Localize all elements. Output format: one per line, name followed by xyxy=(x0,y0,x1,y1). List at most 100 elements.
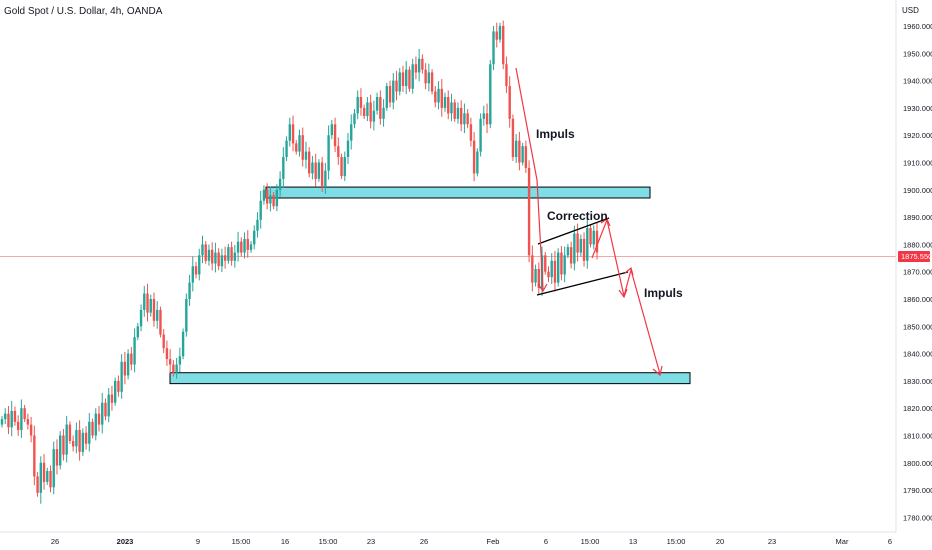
candle-body xyxy=(207,249,211,261)
candle-body xyxy=(472,140,476,174)
candle-body xyxy=(356,96,359,114)
candle-body xyxy=(485,113,489,125)
candle-body xyxy=(524,146,528,168)
candle-body xyxy=(259,200,262,220)
time-axis[interactable]: 26 2023 9 15:00 16 15:00 23 26 Feb 6 15:00 13 15:00 2… xyxy=(51,537,892,546)
time-tick-label: 15:00 xyxy=(319,537,338,546)
chart-title: Gold Spot / U.S. Dollar, 4h, OANDA xyxy=(4,6,163,17)
candle-body xyxy=(337,146,340,158)
candle-body xyxy=(502,26,505,65)
candle-body xyxy=(185,299,188,332)
support-zone[interactable] xyxy=(169,372,691,385)
candle-body xyxy=(327,135,330,171)
candle-body xyxy=(514,140,518,158)
price-tick-label: 1850.000 xyxy=(903,322,932,331)
candle-body xyxy=(489,64,492,125)
candle-body xyxy=(492,31,495,65)
support-zone[interactable] xyxy=(265,186,651,199)
candle-body xyxy=(71,440,75,447)
candle-body xyxy=(463,113,466,125)
candle-body xyxy=(65,424,68,455)
candle-body xyxy=(466,113,469,125)
candle-body xyxy=(359,96,363,108)
candle-body xyxy=(117,380,120,392)
candle-body xyxy=(372,110,376,122)
candle-body xyxy=(311,162,314,174)
impulse-arrow-2-head xyxy=(652,365,663,377)
correction-arrow-head-1 xyxy=(600,218,611,227)
price-axis[interactable]: 1960.000 1950.000 1940.000 1930.000 1920.000… xyxy=(903,22,932,522)
candle-body xyxy=(576,233,579,253)
candle-body xyxy=(560,252,563,275)
candle-body xyxy=(324,170,327,188)
candle-body xyxy=(566,247,570,256)
candle-body xyxy=(191,266,194,283)
candle-body xyxy=(246,238,249,250)
time-tick-label: Feb xyxy=(487,537,500,546)
candle-body xyxy=(49,470,52,488)
candle-body xyxy=(278,178,282,190)
candle-body xyxy=(136,326,140,338)
time-tick-label: 23 xyxy=(768,537,776,546)
candle-body xyxy=(508,86,511,119)
time-tick-label: 15:00 xyxy=(232,537,251,546)
candle-body xyxy=(4,413,7,420)
candle-body xyxy=(563,255,566,275)
candle-body xyxy=(434,91,437,103)
candle-body xyxy=(382,107,385,119)
candle-body xyxy=(346,140,350,158)
channel-lower-line[interactable] xyxy=(536,271,629,296)
candle-body xyxy=(16,421,20,431)
candle-body xyxy=(417,58,421,73)
candle-body xyxy=(534,268,537,283)
candle-body xyxy=(314,162,317,179)
candle-body xyxy=(405,69,408,87)
candle-body xyxy=(298,135,301,152)
candle-body xyxy=(113,380,117,403)
price-tick-label: 1940.000 xyxy=(903,77,932,86)
channel-upper-line[interactable] xyxy=(537,217,610,245)
candle-body xyxy=(123,361,127,376)
candle-body xyxy=(269,195,272,204)
time-tick-label: 6 xyxy=(544,537,548,546)
candle-body xyxy=(479,118,482,152)
candle-body xyxy=(569,247,573,264)
candle-body xyxy=(395,80,398,92)
candle-body xyxy=(350,124,353,141)
price-tick-label: 1860.000 xyxy=(903,295,932,304)
candle-body xyxy=(33,435,36,477)
candle-body xyxy=(586,228,589,261)
currency-label: USD xyxy=(902,6,919,15)
price-tick-label: 1780.000 xyxy=(903,513,932,522)
candle-body xyxy=(450,102,453,114)
candle-body xyxy=(527,167,531,256)
candle-body xyxy=(101,402,104,425)
candle-body xyxy=(531,255,534,283)
time-tick-label: Mar xyxy=(836,537,849,546)
time-tick-label: 20 xyxy=(716,537,724,546)
candle-body xyxy=(453,102,456,119)
candle-body xyxy=(29,424,33,436)
impulse-arrow-1[interactable] xyxy=(515,67,544,291)
candle-body xyxy=(62,435,65,455)
candle-body xyxy=(233,252,237,261)
candle-body xyxy=(495,31,498,40)
candle-body xyxy=(401,72,405,87)
candle-body xyxy=(469,124,473,141)
candle-body xyxy=(437,88,440,103)
correction-arrow-head-3 xyxy=(624,266,634,276)
candle-body xyxy=(220,255,224,267)
price-tick-label: 1920.000 xyxy=(903,131,932,140)
time-tick-label: 13 xyxy=(629,537,637,546)
annotation-correction: Correction xyxy=(547,209,608,223)
candle-body xyxy=(556,252,560,283)
candle-body xyxy=(88,421,91,444)
candle-body xyxy=(320,162,324,188)
annotation-impuls-2: Impuls xyxy=(644,286,683,300)
candle-body xyxy=(398,72,401,92)
candle-body xyxy=(181,331,185,357)
candle-body xyxy=(265,189,269,204)
time-tick-label: 9 xyxy=(196,537,200,546)
candle-body xyxy=(421,58,424,70)
